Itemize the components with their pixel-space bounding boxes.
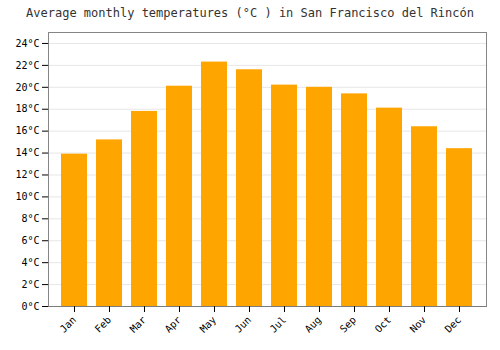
svg-text:12°C: 12°C <box>15 169 39 180</box>
svg-text:Jan: Jan <box>58 314 79 335</box>
svg-text:Apr: Apr <box>163 314 184 335</box>
svg-text:0°C: 0°C <box>21 301 39 312</box>
svg-text:4°C: 4°C <box>21 257 39 268</box>
svg-text:Oct: Oct <box>373 314 394 335</box>
svg-text:May: May <box>198 314 219 335</box>
svg-text:2°C: 2°C <box>21 279 39 290</box>
svg-text:Jun: Jun <box>233 314 254 335</box>
html-text:Average monthly temperatures (: Average monthly temperatures (°C ) in Sa… <box>26 6 474 20</box>
svg-text:16°C: 16°C <box>15 125 39 136</box>
svg-text:14°C: 14°C <box>15 147 39 158</box>
svg-text:Nov: Nov <box>408 314 429 335</box>
svg-text:Feb: Feb <box>93 314 114 335</box>
svg-text:8°C: 8°C <box>21 213 39 224</box>
svg-text:Jul: Jul <box>268 314 289 335</box>
svg-text:6°C: 6°C <box>21 235 39 246</box>
svg-text:Sep: Sep <box>338 314 359 335</box>
svg-text:Dec: Dec <box>443 314 464 335</box>
svg-text:Mar: Mar <box>128 314 149 335</box>
svg-text:10°C: 10°C <box>15 191 39 202</box>
svg-text:20°C: 20°C <box>15 82 39 93</box>
svg-text:22°C: 22°C <box>15 60 39 71</box>
svg-text:18°C: 18°C <box>15 103 39 114</box>
svg-text:24°C: 24°C <box>15 38 39 49</box>
svg-text:Aug: Aug <box>303 314 324 335</box>
